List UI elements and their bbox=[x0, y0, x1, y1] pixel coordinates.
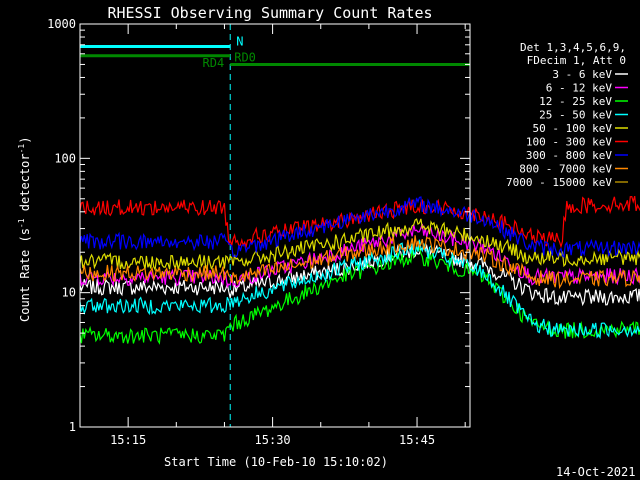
legend-entry-label: 100 - 300 keV bbox=[526, 136, 612, 149]
legend-entry-label: 25 - 50 keV bbox=[539, 109, 612, 122]
x-axis-ticks: 15:15 15:30 15:45 bbox=[79, 24, 466, 447]
legend-entry-label: 3 - 6 keV bbox=[552, 68, 612, 81]
x-tick-label: 15:45 bbox=[399, 433, 435, 447]
series-line bbox=[79, 239, 640, 340]
y-axis-ticks: 1 10 100 1000 bbox=[47, 17, 470, 434]
decimation-label: RD4 bbox=[203, 56, 225, 70]
legend-entry-label: 300 - 800 keV bbox=[526, 149, 612, 162]
series-line bbox=[79, 235, 640, 290]
y-axis-label: Count Rate (s-1 detector-1) bbox=[17, 137, 32, 322]
y-tick-label: 10 bbox=[62, 286, 76, 300]
series-lines bbox=[79, 195, 640, 345]
night-label: N bbox=[236, 34, 243, 48]
x-axis-label: Start Time (10-Feb-10 15:10:02) bbox=[164, 455, 388, 469]
legend-header-1: Det 1,3,4,5,6,9, bbox=[520, 41, 626, 54]
x-tick-label: 15:15 bbox=[110, 433, 146, 447]
legend-entry-label: 50 - 100 keV bbox=[533, 122, 613, 135]
legend: Det 1,3,4,5,6,9, FDecim 1, Att 0 3 - 6 k… bbox=[506, 41, 628, 189]
y-tick-label: 100 bbox=[54, 151, 76, 165]
x-tick-label: 15:30 bbox=[255, 433, 291, 447]
series-line bbox=[79, 246, 640, 345]
legend-header-2: FDecim 1, Att 0 bbox=[527, 54, 626, 67]
series-line bbox=[79, 243, 640, 307]
series-line bbox=[79, 195, 640, 249]
decimation-label: RD0 bbox=[234, 50, 256, 64]
footer-timestamp: 14-Oct-2021 05:43 bbox=[556, 465, 640, 479]
annotation-bars: NRD4RD0S bbox=[80, 34, 470, 70]
legend-entry-label: 6 - 12 keV bbox=[546, 82, 613, 95]
series-line bbox=[79, 196, 640, 259]
chart-title: RHESSI Observing Summary Count Rates bbox=[107, 4, 432, 22]
legend-entry-label: 7000 - 15000 keV bbox=[506, 176, 612, 189]
legend-entry-label: 12 - 25 keV bbox=[539, 95, 612, 108]
series-line bbox=[79, 218, 640, 272]
plot-frame bbox=[79, 23, 471, 428]
y-tick-label: 1 bbox=[69, 420, 76, 434]
legend-entry-label: 800 - 7000 keV bbox=[519, 163, 612, 176]
y-tick-label: 1000 bbox=[47, 17, 76, 31]
interval-lines bbox=[79, 24, 471, 427]
